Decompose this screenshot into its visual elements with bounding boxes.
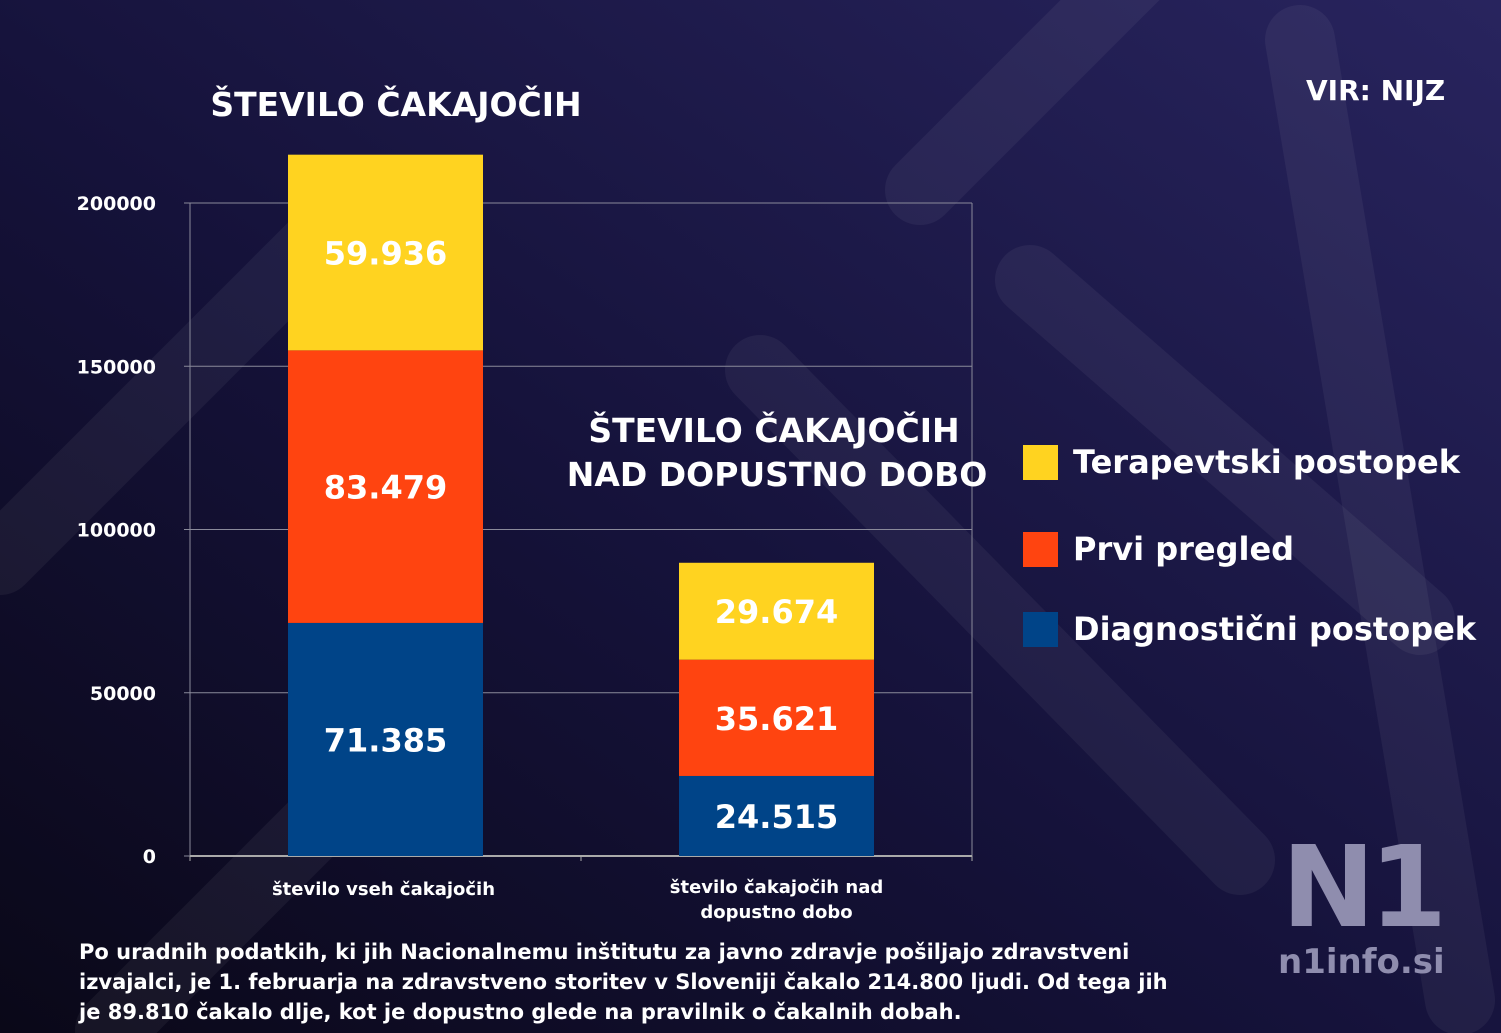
x-category-label: število vseh čakajočih <box>272 879 495 900</box>
n1-logo: N1 n1info.si <box>1278 823 1448 982</box>
x-category-label: število čakajočih nad <box>670 877 883 898</box>
footnote: Po uradnih podatkih, ki jih Nacionalnemu… <box>79 940 1168 1024</box>
legend-label: Diagnostični postopek <box>1073 610 1477 648</box>
data-label: 83.479 <box>324 469 447 507</box>
y-tick-label: 200000 <box>77 193 156 215</box>
bar-segment <box>288 350 483 623</box>
y-tick-label: 100000 <box>77 520 156 542</box>
bar-segment <box>679 775 874 856</box>
legend-label: Prvi pregled <box>1073 530 1295 568</box>
legend-label: Terapevtski postopek <box>1073 443 1460 481</box>
source-label: VIR: NIJZ <box>1306 74 1446 107</box>
data-label: 24.515 <box>715 798 838 836</box>
legend-swatch <box>1023 444 1058 480</box>
legend-swatch <box>1023 531 1058 567</box>
bar-segment <box>679 562 874 660</box>
bar-segment <box>679 659 874 776</box>
y-tick-label: 50000 <box>90 683 156 705</box>
data-label: 35.621 <box>715 700 838 738</box>
y-tick-label: 150000 <box>77 356 156 378</box>
bar-segment <box>288 154 483 351</box>
legend-swatch <box>1023 611 1058 647</box>
data-label: 29.674 <box>715 593 838 631</box>
legend-item-prvi-pregled: Prvi pregled <box>1023 530 1294 568</box>
chart-title: ŠTEVILO ČAKAJOČIH <box>210 84 581 124</box>
chart-title: ŠTEVILO ČAKAJOČIH <box>588 410 959 450</box>
y-tick-label: 0 <box>143 846 156 868</box>
logo-mark: N1 <box>1281 823 1448 953</box>
chart-title: NAD DOPUSTNO DOBO <box>567 455 988 494</box>
data-label: 71.385 <box>324 721 447 759</box>
legend-item-diagnosticni: Diagnostični postopek <box>1023 610 1476 648</box>
logo-url: n1info.si <box>1278 942 1445 982</box>
legend-item-terapevtski: Terapevtski postopek <box>1023 443 1460 481</box>
data-label: 59.936 <box>324 235 447 273</box>
x-category-label: dopustno dobo <box>700 902 852 923</box>
bar-segment <box>288 622 483 856</box>
